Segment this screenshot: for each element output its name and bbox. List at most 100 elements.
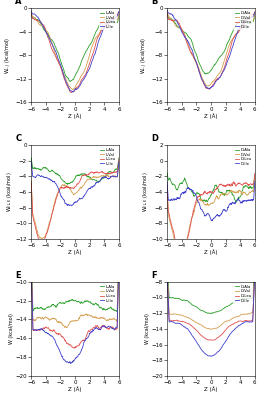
- D-Ile: [240, 200, 243, 204]
- D-Leu: [218, 182, 221, 187]
- L-Ile: [72, 90, 75, 94]
- L-Val: [41, 237, 44, 242]
- D-Leu: [166, 11, 169, 16]
- L-Leu: [70, 90, 73, 95]
- L-Leu: [30, 186, 33, 190]
- L-Ala: [66, 182, 69, 187]
- D-Leu: [218, 334, 221, 339]
- L-Ile: [104, 325, 107, 330]
- L-Ala: [115, 309, 118, 314]
- D-Leu: [207, 87, 210, 92]
- D-Leu: [245, 181, 249, 186]
- D-Ala: [218, 189, 221, 194]
- L-Ile: [30, 9, 33, 14]
- D-Ile: [253, 271, 256, 276]
- D-Val: [245, 312, 249, 317]
- D-Val: [166, 187, 169, 192]
- Legend: D-Ala, D-Val, D-Leu, D-Ile: D-Ala, D-Val, D-Leu, D-Ile: [233, 10, 253, 30]
- D-Ala: [240, 19, 243, 24]
- L-Ala: [82, 171, 85, 176]
- Line: D-Ala: D-Ala: [167, 173, 255, 202]
- Legend: D-Ala, D-Val, D-Leu, D-Ile: D-Ala, D-Val, D-Leu, D-Ile: [233, 147, 253, 167]
- D-Ala: [218, 309, 221, 314]
- L-Ala: [117, 13, 120, 18]
- L-Val: [82, 313, 85, 318]
- D-Ala: [166, 258, 169, 263]
- L-Ala: [117, 156, 120, 160]
- D-Ala: [245, 183, 249, 188]
- L-Val: [104, 21, 107, 26]
- D-Ile: [166, 184, 169, 188]
- Line: L-Val: L-Val: [31, 259, 119, 328]
- L-Ala: [104, 174, 107, 179]
- D-Ala: [245, 21, 249, 26]
- Line: D-Leu: D-Leu: [167, 12, 255, 89]
- D-Ala: [240, 296, 243, 301]
- D-Leu: [219, 332, 223, 337]
- D-Leu: [166, 191, 169, 196]
- L-Val: [71, 87, 74, 92]
- Legend: L-Ala, L-Val, L-Leu, L-Ile: L-Ala, L-Val, L-Leu, L-Ile: [99, 284, 117, 304]
- D-Ile: [245, 18, 249, 22]
- L-Leu: [109, 18, 113, 23]
- D-Ile: [218, 214, 221, 219]
- Text: D: D: [151, 134, 158, 143]
- Legend: D-Ala, D-Val, D-Leu, D-Ile: D-Ala, D-Val, D-Leu, D-Ile: [233, 284, 253, 304]
- D-Leu: [253, 171, 256, 176]
- L-Val: [117, 160, 120, 165]
- D-Leu: [253, 9, 256, 14]
- Line: L-Leu: L-Leu: [31, 263, 119, 348]
- L-Ile: [30, 272, 33, 277]
- D-Ala: [166, 12, 169, 17]
- D-Leu: [218, 334, 221, 338]
- Y-axis label: W$_{EL,E}$ (kcal/mol): W$_{EL,E}$ (kcal/mol): [141, 172, 150, 212]
- L-Ala: [82, 55, 85, 60]
- L-Val: [82, 70, 85, 75]
- Line: L-Leu: L-Leu: [31, 159, 119, 245]
- D-Val: [178, 252, 181, 256]
- D-Ile: [253, 179, 256, 184]
- D-Leu: [166, 270, 169, 275]
- D-Ala: [166, 264, 169, 268]
- D-Val: [166, 10, 169, 14]
- X-axis label: Z (Å): Z (Å): [204, 113, 218, 118]
- L-Val: [104, 173, 107, 178]
- D-Ala: [209, 311, 212, 316]
- D-Ala: [166, 170, 169, 175]
- D-Val: [253, 266, 256, 271]
- L-Ile: [104, 174, 107, 179]
- L-Ala: [84, 172, 87, 176]
- D-Ala: [204, 72, 207, 76]
- L-Leu: [104, 24, 107, 29]
- L-Ala: [104, 17, 107, 22]
- D-Ala: [219, 53, 223, 58]
- L-Val: [82, 70, 85, 75]
- L-Val: [82, 183, 85, 188]
- D-Val: [218, 71, 221, 76]
- Legend: L-Ala, L-Val, L-Leu, L-Ile: L-Ala, L-Val, L-Leu, L-Ile: [99, 147, 117, 167]
- Text: C: C: [15, 134, 22, 143]
- D-Ala: [218, 55, 221, 60]
- L-Ala: [82, 300, 85, 305]
- L-Val: [30, 10, 33, 15]
- L-Ile: [117, 159, 120, 164]
- L-Ala: [30, 11, 33, 16]
- Line: D-Ile: D-Ile: [167, 274, 255, 356]
- Line: L-Ala: L-Ala: [31, 14, 119, 82]
- L-Ile: [109, 18, 113, 23]
- D-Ile: [218, 75, 221, 80]
- X-axis label: Z (Å): Z (Å): [204, 386, 218, 392]
- L-Val: [30, 184, 33, 189]
- D-Val: [166, 266, 169, 271]
- L-Leu: [30, 273, 33, 278]
- L-Ala: [30, 252, 33, 257]
- L-Val: [104, 317, 107, 322]
- Y-axis label: W$_{L,J}$ (kcal/mol): W$_{L,J}$ (kcal/mol): [140, 36, 150, 74]
- D-Ala: [253, 173, 256, 178]
- L-Ile: [109, 324, 113, 329]
- D-Leu: [218, 75, 221, 80]
- D-Leu: [218, 75, 221, 80]
- Line: L-Ile: L-Ile: [31, 162, 119, 206]
- L-Leu: [104, 324, 107, 329]
- Line: D-Ile: D-Ile: [167, 182, 255, 221]
